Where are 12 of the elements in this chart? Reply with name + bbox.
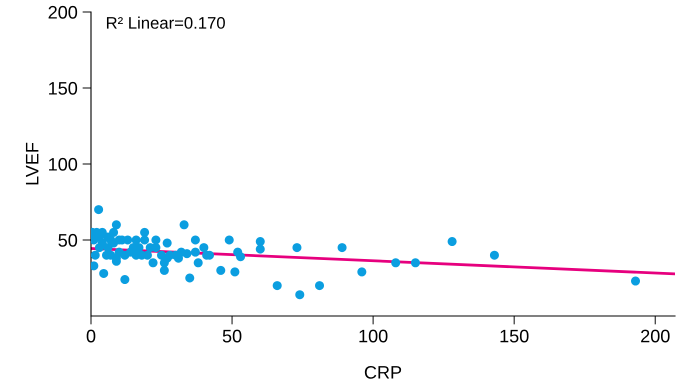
y-tick-label: 100 <box>49 158 78 171</box>
y-tick-label: 150 <box>49 82 78 95</box>
y-tick-label: 50 <box>58 234 78 247</box>
x-tick-label: 150 <box>500 330 529 342</box>
x-tick-label: 100 <box>359 330 388 342</box>
x-tick-label: 0 <box>86 330 96 342</box>
y-tick-label: 200 <box>48 6 78 19</box>
x-tick-label: 200 <box>641 330 670 342</box>
y-axis-title: LVEF <box>26 142 38 184</box>
annotation: R² Linear=0.170 <box>106 16 225 29</box>
x-axis-title: CRP <box>364 366 402 379</box>
x-tick-label: 50 <box>222 330 242 342</box>
